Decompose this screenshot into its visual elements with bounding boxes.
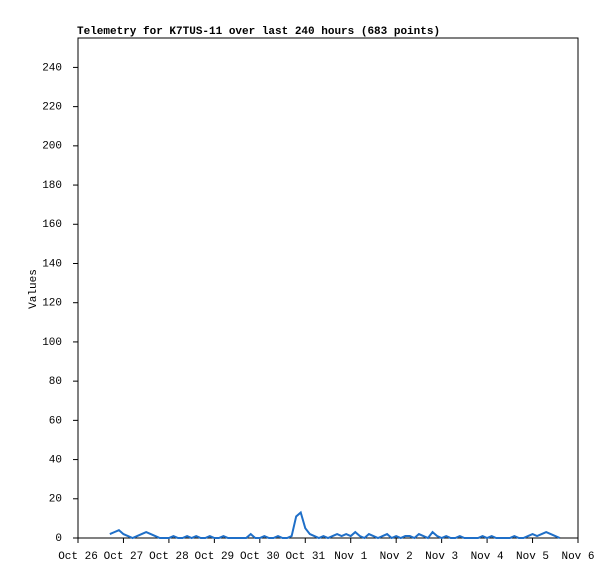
- y-axis-label: Values: [28, 269, 40, 309]
- y-tick-label: 180: [42, 180, 62, 192]
- y-tick-label: 200: [42, 141, 62, 153]
- y-tick-label: 140: [42, 258, 62, 270]
- x-tick-label: Nov 4: [471, 551, 504, 563]
- y-tick-label: 80: [49, 376, 62, 388]
- y-tick-label: 120: [42, 298, 62, 310]
- x-tick-label: Nov 5: [516, 551, 549, 563]
- y-tick-label: 240: [42, 62, 62, 74]
- x-tick-label: Nov 6: [561, 551, 594, 563]
- x-tick-label: Oct 26: [58, 551, 98, 563]
- y-tick-label: 60: [49, 415, 62, 427]
- x-tick-label: Oct 27: [104, 551, 144, 563]
- x-tick-label: Oct 31: [285, 551, 325, 563]
- y-tick-label: 0: [55, 533, 62, 545]
- y-tick-label: 20: [49, 494, 62, 506]
- chart-title: Telemetry for K7TUS-11 over last 240 hou…: [77, 26, 440, 38]
- y-tick-label: 160: [42, 219, 62, 231]
- y-tick-label: 100: [42, 337, 62, 349]
- x-tick-label: Oct 29: [195, 551, 235, 563]
- x-tick-label: Nov 1: [334, 551, 367, 563]
- data-line: [109, 510, 561, 540]
- y-tick-label: 40: [49, 454, 62, 466]
- x-tick-label: Nov 2: [380, 551, 413, 563]
- y-tick-label: 220: [42, 102, 62, 114]
- plot-frame: [77, 37, 579, 539]
- x-tick-label: Nov 3: [425, 551, 458, 563]
- x-tick-label: Oct 30: [240, 551, 280, 563]
- x-tick-label: Oct 28: [149, 551, 189, 563]
